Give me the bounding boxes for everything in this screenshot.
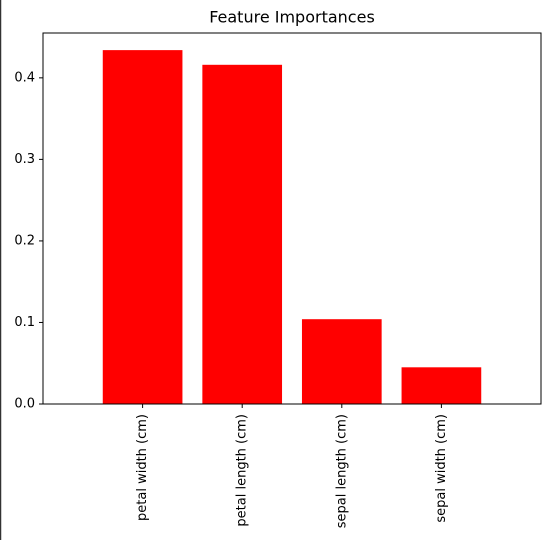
axes-frame <box>42 32 542 405</box>
x-tick-label: sepal length (cm) <box>334 414 349 528</box>
bar <box>102 50 183 404</box>
y-tick-label: 0.4 <box>14 70 35 85</box>
x-tick-label: petal length (cm) <box>235 414 250 527</box>
bar <box>202 64 283 405</box>
bar <box>401 367 482 404</box>
bar <box>301 319 382 404</box>
y-tick-label: 0.1 <box>14 315 35 330</box>
y-tick-label: 0.3 <box>14 152 35 167</box>
plot-area: 0.0 0.1 0.2 0.3 0.4 petal width (cm) petal len… <box>14 50 482 528</box>
x-tick-label: petal width (cm) <box>135 414 150 521</box>
x-tick-label: sepal width (cm) <box>434 414 449 523</box>
y-tick-label: 0.2 <box>14 233 35 248</box>
y-tick-label: 0.0 <box>14 397 35 412</box>
chart-title: Feature Importances <box>209 8 375 27</box>
